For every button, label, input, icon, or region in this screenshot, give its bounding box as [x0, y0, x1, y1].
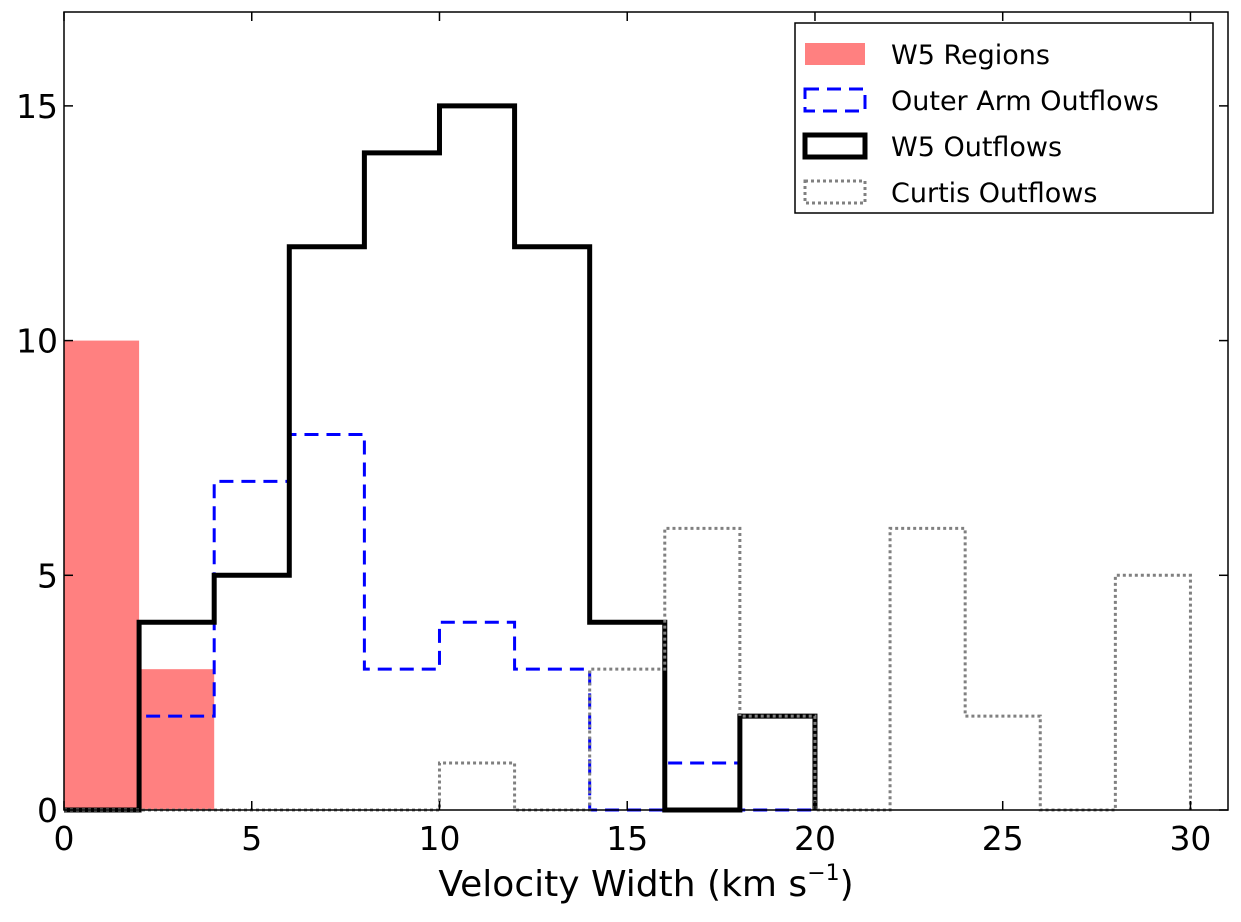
x-tick-label-5: 5: [241, 819, 262, 858]
legend-handle-w5-regions: [805, 43, 865, 65]
y-tick-label-5: 5: [37, 556, 58, 595]
x-axis-label-suffix: ): [840, 864, 854, 905]
plot-area: [64, 103, 1192, 813]
legend-handle-outer-arm-outflows: [803, 87, 867, 113]
legend-label-outer-arm-outflows: Outer Arm Outflows: [891, 86, 1159, 117]
x-axis-label-text: Velocity Width (km s: [438, 864, 807, 905]
y-tick-label-0: 0: [37, 791, 58, 830]
x-tick-label-20: 20: [794, 819, 836, 858]
x-tick-label-25: 25: [982, 819, 1024, 858]
axis-ticks: [63, 12, 1228, 811]
y-tick-label-15: 15: [16, 87, 58, 126]
legend-label-w5-outflows: W5 Outflows: [891, 132, 1062, 163]
w5-regions-bar-1: [139, 669, 215, 810]
x-tick-label-15: 15: [606, 819, 648, 858]
tick-labels: 0 5 10 15 20 25 30 0 5 10 15: [16, 87, 1211, 858]
x-tick-label-10: 10: [418, 819, 460, 858]
axes-frame: [63, 11, 1229, 811]
legend-handle-w5-outflows: [802, 132, 868, 160]
curtis-outflows-step-line: [64, 526, 1192, 812]
legend-label-w5-regions: W5 Regions: [891, 40, 1050, 71]
x-axis-label: Velocity Width (km s−1): [438, 861, 853, 905]
x-axis-label-exponent: −1: [807, 861, 839, 886]
x-tick-label-30: 30: [1169, 819, 1211, 858]
legend-handle-curtis-outflows: [803, 179, 867, 205]
legend-label-curtis-outflows: Curtis Outflows: [891, 178, 1097, 209]
legend: W5 Regions Outer Arm Outflows W5 Outflows C…: [794, 22, 1214, 214]
w5-regions-bar-0: [64, 340, 140, 810]
y-tick-label-10: 10: [16, 322, 58, 361]
x-tick-label-0: 0: [54, 819, 75, 858]
